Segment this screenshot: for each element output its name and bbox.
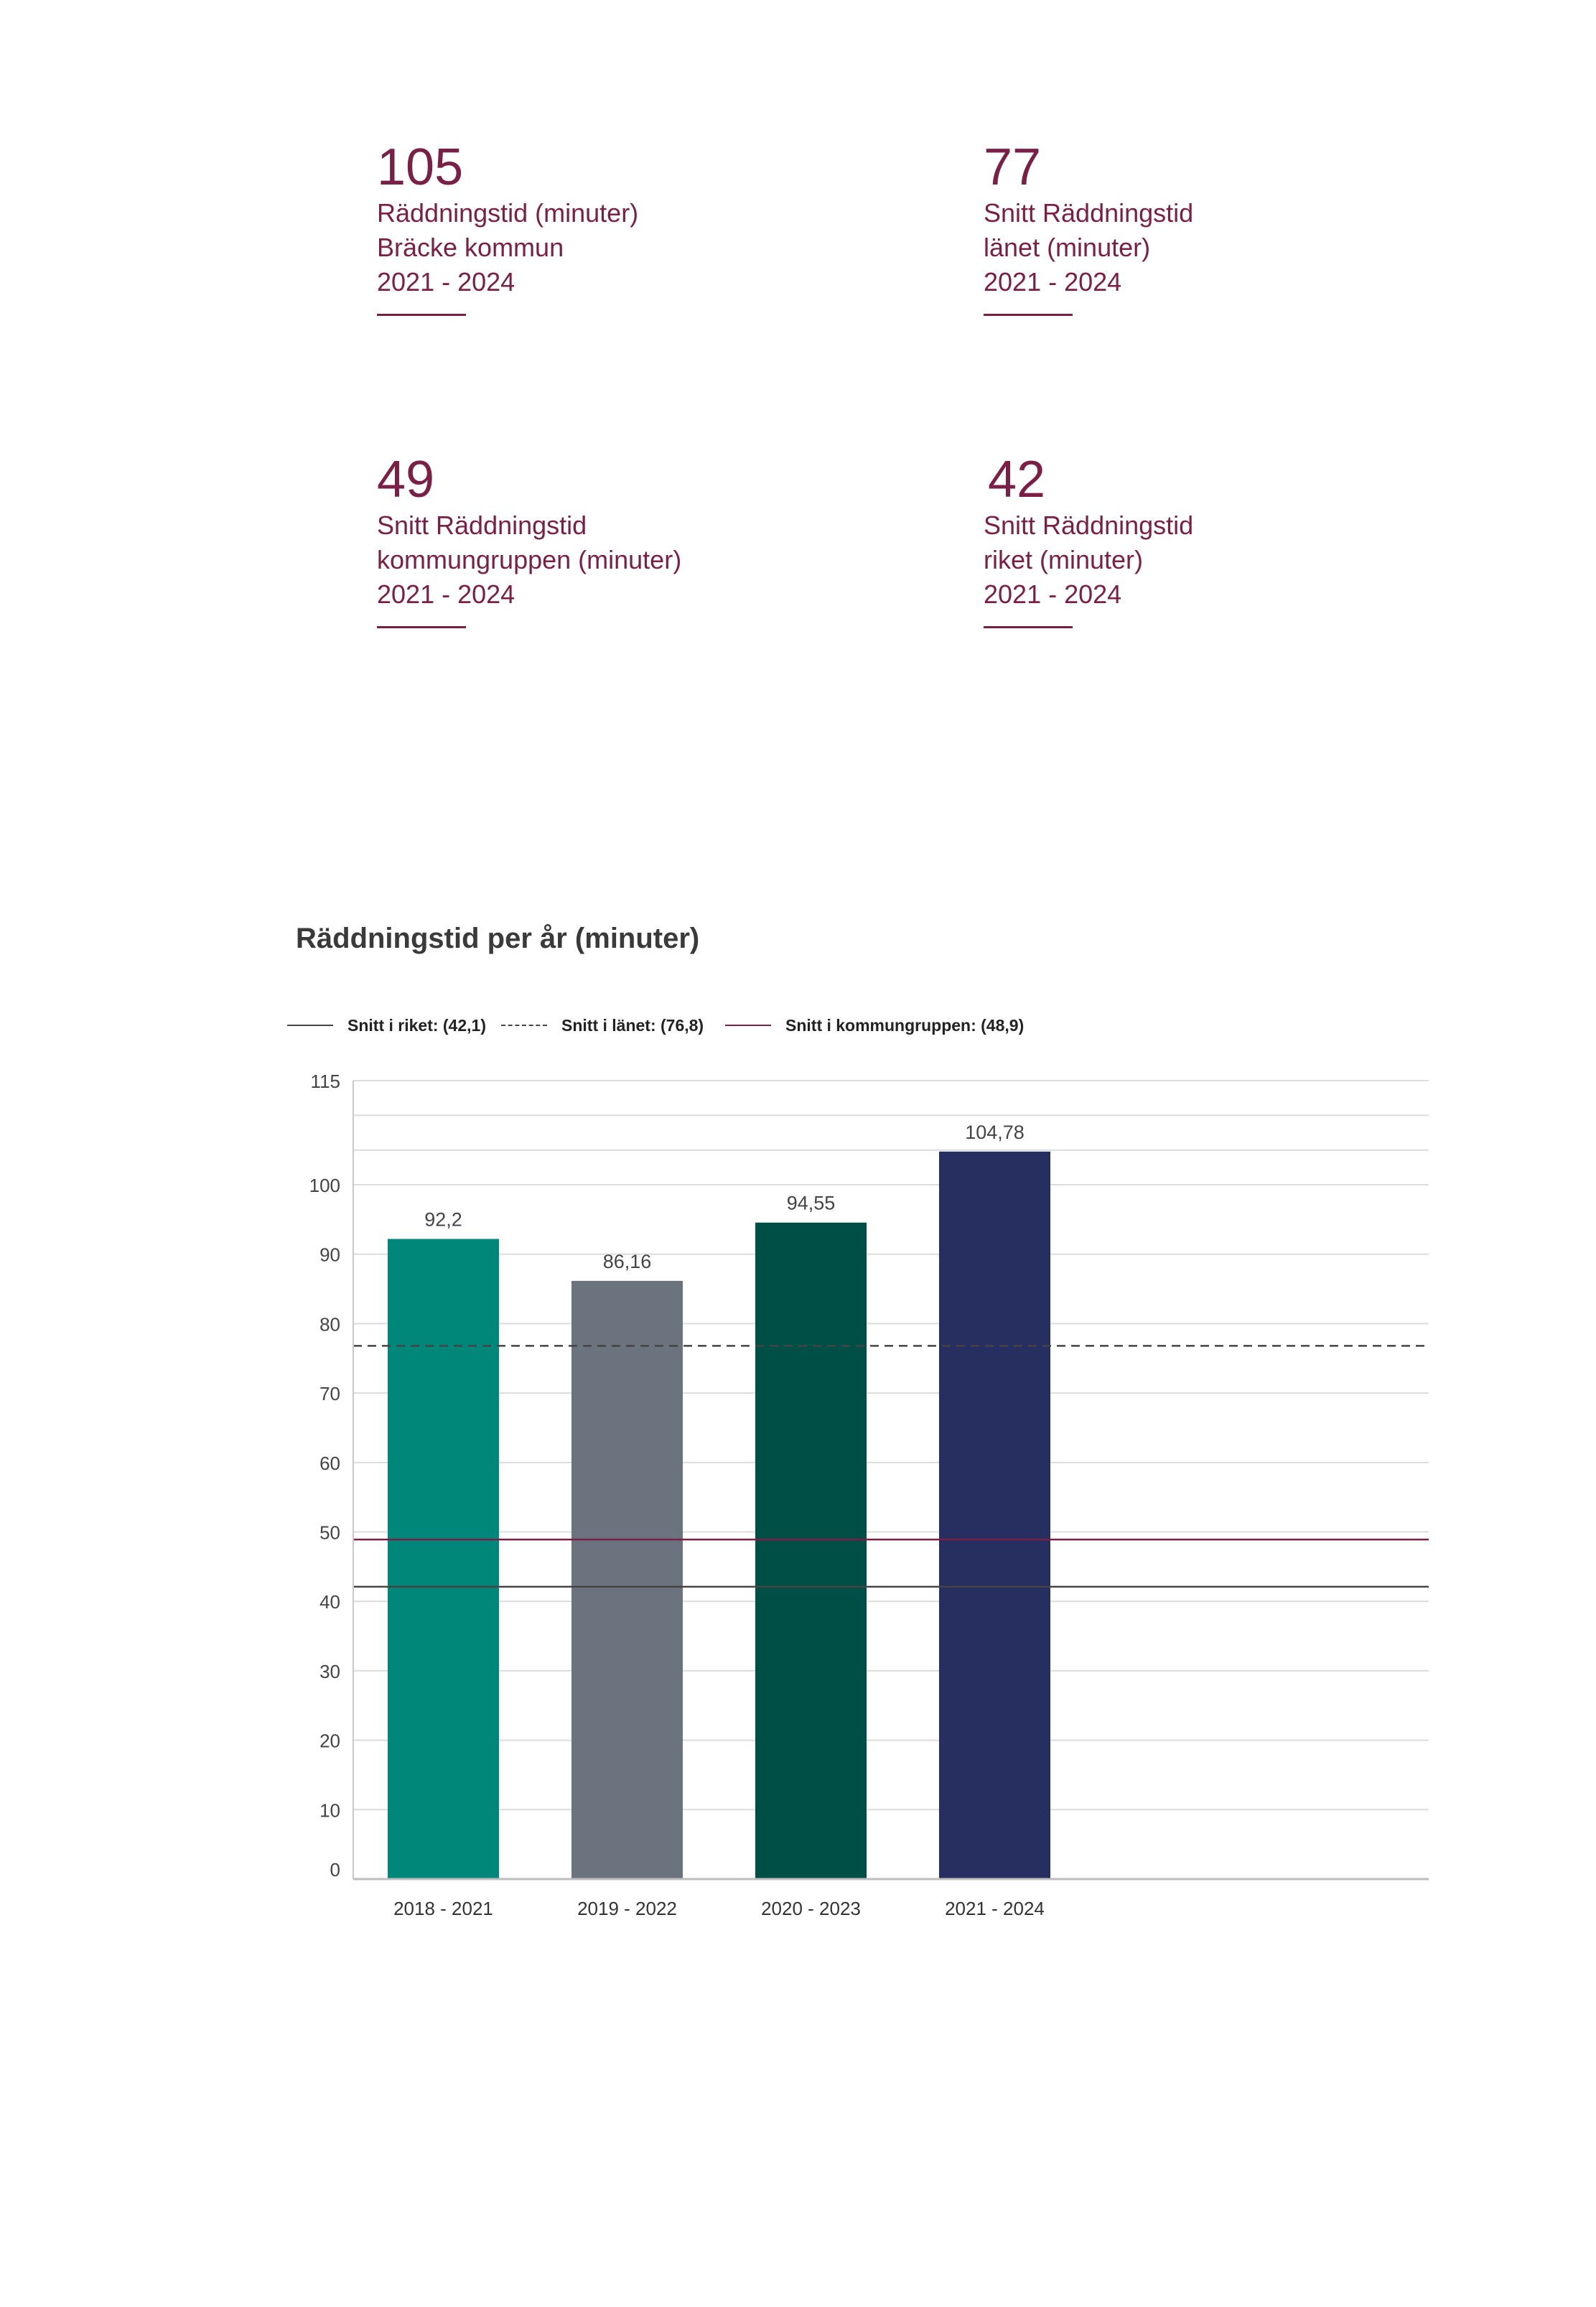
kpi-divider xyxy=(377,626,466,628)
bar xyxy=(388,1239,499,1879)
legend-label: Snitt i länet: (76,8) xyxy=(561,1015,704,1035)
y-tick-label: 100 xyxy=(309,1175,340,1196)
chart-grid xyxy=(353,1080,1429,1811)
kpi-label: riket (minuter) xyxy=(984,545,1144,574)
legend-swatch-solid-icon xyxy=(725,1025,771,1026)
bar-value-labels: 92,2 86,16 94,55 104,78 xyxy=(424,1122,1025,1272)
kpi-divider xyxy=(984,314,1073,316)
legend-swatch-solid-icon xyxy=(287,1025,333,1026)
x-axis-labels: 2018 - 2021 2019 - 2022 2020 - 2023 2021 - … xyxy=(393,1898,1045,1919)
reference-lines xyxy=(353,1345,1429,1588)
legend-item-riket: Snitt i riket: (42,1) xyxy=(287,1011,486,1040)
chart-axes xyxy=(353,1081,1429,1880)
y-tick-label: 20 xyxy=(319,1730,340,1752)
y-tick-label: 70 xyxy=(319,1383,340,1404)
y-tick-label: 30 xyxy=(319,1661,340,1682)
kpi-bracke-kommun: 105 Räddningstid (minuter) Bräcke kommun… xyxy=(377,139,638,316)
y-tick-label: 0 xyxy=(330,1859,340,1880)
chart-bars xyxy=(388,1151,1050,1879)
bar xyxy=(755,1222,867,1879)
legend-item-kommungruppen: Snitt i kommungruppen: (48,9) xyxy=(725,1011,1024,1040)
kpi-label: Räddningstid (minuter) xyxy=(377,198,639,228)
kpi-label: länet (minuter) xyxy=(984,233,1151,262)
y-tick-label: 90 xyxy=(319,1244,340,1266)
kpi-value: 49 xyxy=(377,451,435,508)
kpi-label: Snitt Räddningstid xyxy=(984,198,1194,228)
kpi-riket: 42 Snitt Räddningstid riket (minuter) 20… xyxy=(984,451,1193,628)
kpi-period: 2021 - 2024 xyxy=(984,267,1122,297)
x-tick-label: 2019 - 2022 xyxy=(577,1898,677,1919)
x-tick-label: 2021 - 2024 xyxy=(945,1898,1045,1919)
kpi-label: Snitt Räddningstid xyxy=(984,511,1194,540)
kpi-divider xyxy=(377,314,466,316)
bar xyxy=(939,1151,1050,1879)
bar-value-label: 104,78 xyxy=(965,1122,1025,1143)
x-tick-label: 2018 - 2021 xyxy=(393,1898,493,1919)
bar-value-label: 94,55 xyxy=(787,1193,836,1214)
y-tick-label: 50 xyxy=(319,1522,340,1544)
bar xyxy=(571,1280,683,1879)
kpi-value: 77 xyxy=(984,139,1042,196)
kpi-label: kommungruppen (minuter) xyxy=(377,545,682,574)
y-axis-ticks: 0 10 20 30 40 50 60 70 80 90 100 115 xyxy=(309,1071,340,1880)
kpi-period: 2021 - 2024 xyxy=(377,579,515,609)
bar-value-label: 92,2 xyxy=(424,1208,462,1230)
kpi-label: Snitt Räddningstid xyxy=(377,511,587,540)
legend-label: Snitt i riket: (42,1) xyxy=(347,1015,486,1035)
kpi-label: Bräcke kommun xyxy=(377,233,564,262)
legend-label: Snitt i kommungruppen: (48,9) xyxy=(785,1015,1025,1035)
y-tick-label: 10 xyxy=(319,1799,340,1821)
kpi-value: 105 xyxy=(377,139,464,196)
y-tick-label: 80 xyxy=(319,1313,340,1335)
y-tick-label: 40 xyxy=(319,1591,340,1613)
legend-item-lanet: Snitt i länet: (76,8) xyxy=(501,1011,704,1040)
x-tick-label: 2020 - 2023 xyxy=(761,1898,861,1919)
kpi-kommungruppen: 49 Snitt Räddningstid kommungruppen (min… xyxy=(377,451,681,628)
kpi-value: 42 xyxy=(988,451,1046,508)
chart-title: Räddningstid per år (minuter) xyxy=(296,923,700,954)
legend-swatch-dashed-icon xyxy=(501,1025,547,1026)
kpi-period: 2021 - 2024 xyxy=(984,579,1122,609)
y-tick-label: 115 xyxy=(311,1071,340,1092)
kpi-divider xyxy=(984,626,1073,628)
kpi-period: 2021 - 2024 xyxy=(377,267,515,297)
kpi-lanet: 77 Snitt Räddningstid länet (minuter) 20… xyxy=(984,139,1193,316)
y-tick-label: 60 xyxy=(319,1453,340,1474)
bar-value-label: 86,16 xyxy=(603,1251,652,1272)
